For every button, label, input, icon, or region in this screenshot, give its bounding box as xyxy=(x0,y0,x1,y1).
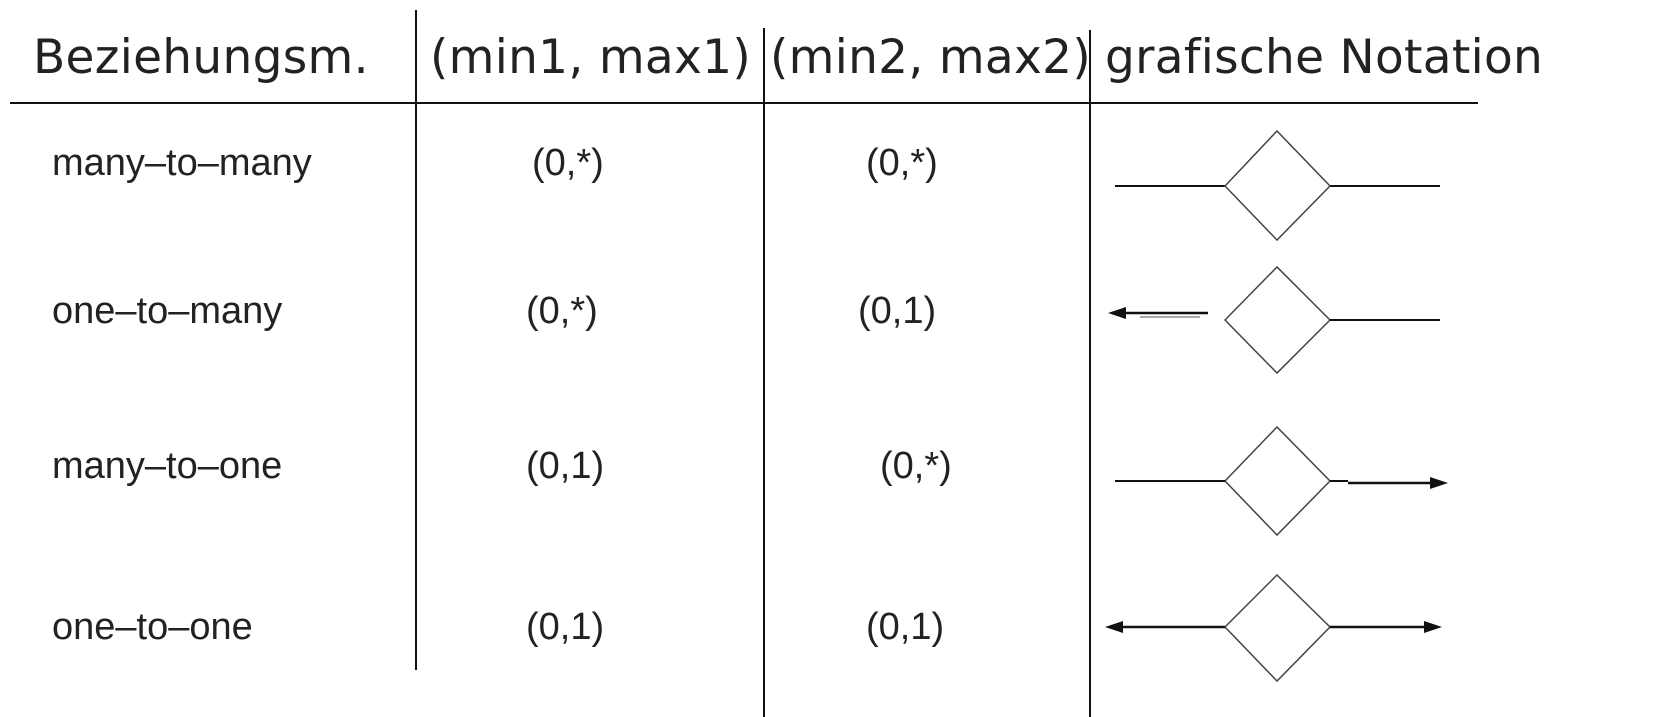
header-min-max-2: (min2, max2) xyxy=(770,30,1091,85)
row-4-relationship: one–to–one xyxy=(52,606,253,648)
arrow-left-icon xyxy=(1105,621,1225,633)
row-3-notation xyxy=(1100,405,1460,555)
relationship-diamond-icon xyxy=(1115,129,1440,242)
header-graphic-notation: grafische Notation xyxy=(1105,30,1544,85)
column-divider-1 xyxy=(415,10,417,670)
row-1-relationship: many–to–many xyxy=(52,142,312,184)
arrow-right-icon xyxy=(1330,621,1442,633)
row-4-min-max-2: (0,1) xyxy=(866,606,945,648)
row-4-min-max-1: (0,1) xyxy=(526,606,605,648)
row-2-min-max-2: (0,1) xyxy=(858,290,937,332)
row-2-relationship: one–to–many xyxy=(52,290,283,332)
row-1-notation xyxy=(1100,110,1460,260)
header-relationship: Beziehungsm. xyxy=(33,30,369,85)
row-3-min-max-2: (0,*) xyxy=(880,445,952,487)
arrow-right-icon xyxy=(1330,477,1448,489)
row-1-min-max-2: (0,*) xyxy=(866,142,938,184)
row-2-min-max-1: (0,*) xyxy=(526,290,598,332)
column-divider-3 xyxy=(1089,30,1091,717)
relationship-diamond-icon xyxy=(1223,425,1332,537)
row-2-notation xyxy=(1100,245,1460,395)
row-1-min-max-1: (0,*) xyxy=(532,142,604,184)
row-3-min-max-1: (0,1) xyxy=(526,445,605,487)
header-divider xyxy=(10,102,1478,104)
relationship-diamond-icon xyxy=(1223,573,1332,683)
header-min-max-1: (min1, max1) xyxy=(430,30,751,85)
row-3-relationship: many–to–one xyxy=(52,445,283,487)
arrow-left-icon xyxy=(1108,307,1208,319)
relationship-diamond-icon xyxy=(1223,265,1332,375)
column-divider-2 xyxy=(763,28,765,717)
row-4-notation xyxy=(1100,553,1460,703)
